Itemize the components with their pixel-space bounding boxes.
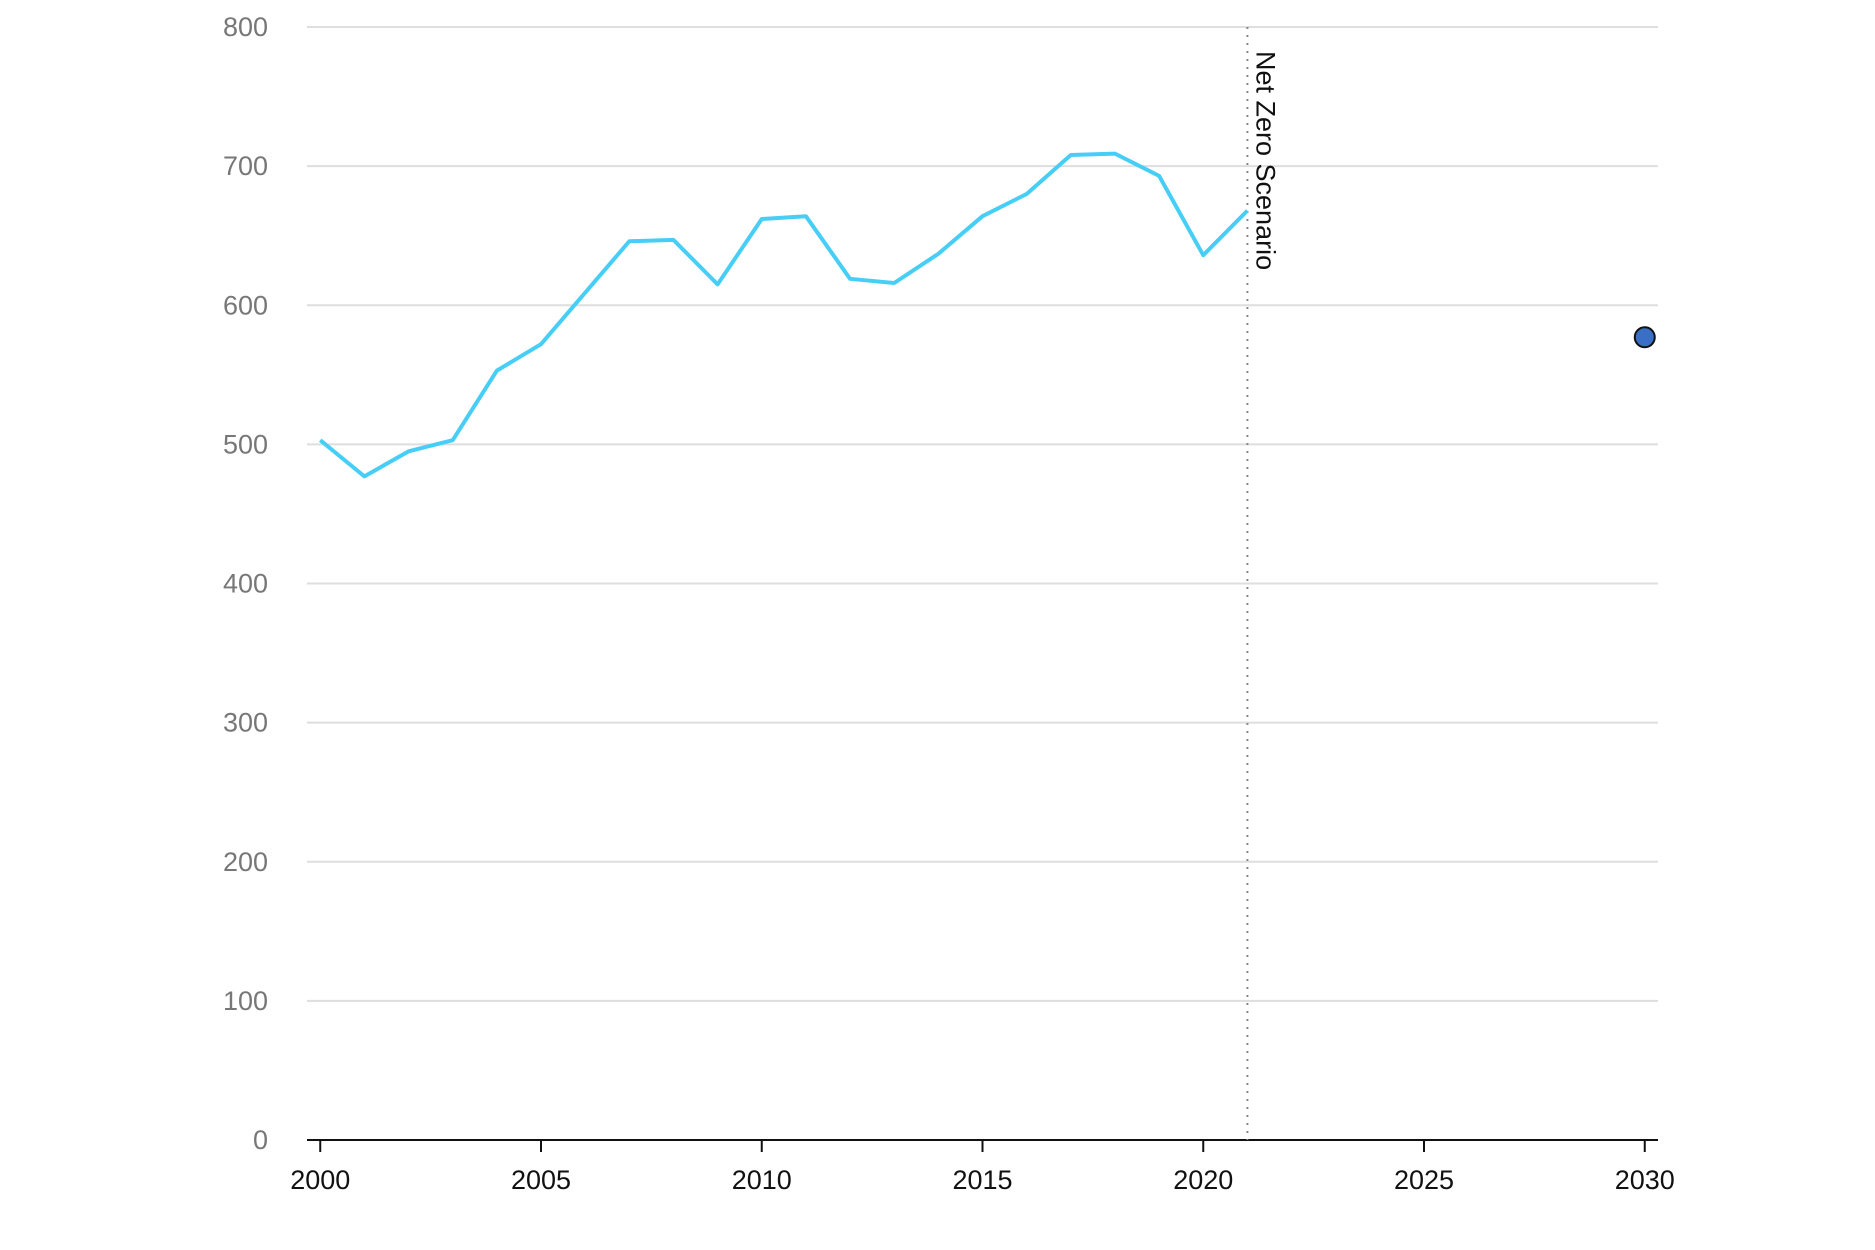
y-tick-label: 500 <box>223 429 268 459</box>
line-series <box>318 151 1249 479</box>
y-tick-label: 200 <box>223 847 268 877</box>
x-tick-label: 2025 <box>1394 1165 1454 1195</box>
x-tick-label: 2015 <box>952 1165 1012 1195</box>
x-tick-label: 2010 <box>732 1165 792 1195</box>
y-tick-label: 400 <box>223 569 268 599</box>
x-tick-label: 2030 <box>1615 1165 1675 1195</box>
y-tick-label: 600 <box>223 290 268 320</box>
y-tick-label: 700 <box>223 151 268 181</box>
data-point <box>1633 326 1656 349</box>
x-tick-label: 2020 <box>1173 1165 1233 1195</box>
y-tick-label: 0 <box>253 1125 268 1155</box>
y-tick-label: 800 <box>223 12 268 42</box>
y-tick-label: 300 <box>223 708 268 738</box>
y-tick-label: 100 <box>223 986 268 1016</box>
x-tick-label: 2005 <box>511 1165 571 1195</box>
annotation: Net Zero Scenario <box>1250 51 1280 270</box>
x-tick-label: 2000 <box>290 1165 350 1195</box>
